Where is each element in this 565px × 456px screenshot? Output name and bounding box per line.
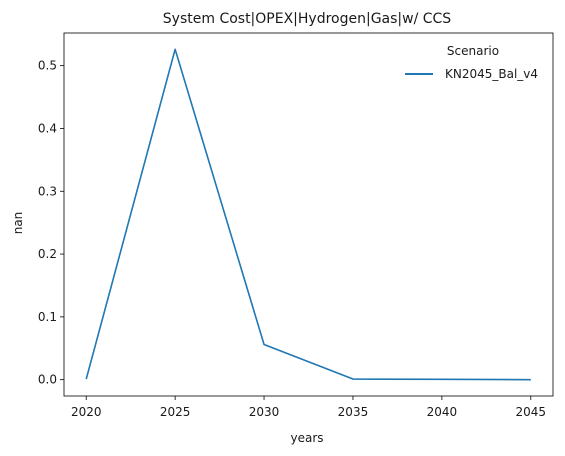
legend: Scenario KN2045_Bal_v4 — [405, 44, 538, 81]
x-tick-label: 2040 — [427, 405, 458, 419]
series-group — [85, 48, 531, 381]
plot-area-frame — [63, 32, 554, 397]
x-axis-ticks: 2020 2025 2030 2035 2040 2045 — [71, 396, 546, 419]
x-tick-label: 2020 — [71, 405, 102, 419]
y-tick-label: 0.5 — [38, 59, 57, 73]
y-axis-ticks: 0.0 0.1 0.2 0.3 0.4 0.5 — [38, 59, 64, 387]
x-tick-label: 2030 — [249, 405, 280, 419]
y-tick-label: 0.4 — [38, 121, 57, 135]
chart-title: System Cost|OPEX|Hydrogen|Gas|w/ CCS — [163, 11, 452, 27]
series-line — [85, 48, 531, 381]
x-tick-label: 2025 — [160, 405, 191, 419]
x-tick-label: 2035 — [338, 405, 369, 419]
x-axis-label: years — [290, 431, 323, 445]
y-tick-label: 0.2 — [38, 247, 57, 261]
y-axis-label: nan — [11, 212, 25, 235]
x-tick-label: 2045 — [515, 405, 546, 419]
y-tick-label: 0.1 — [38, 310, 57, 324]
y-tick-label: 0.3 — [38, 184, 57, 198]
legend-title: Scenario — [447, 44, 499, 58]
y-tick-label: 0.0 — [38, 373, 57, 387]
legend-entry-label: KN2045_Bal_v4 — [445, 67, 538, 81]
